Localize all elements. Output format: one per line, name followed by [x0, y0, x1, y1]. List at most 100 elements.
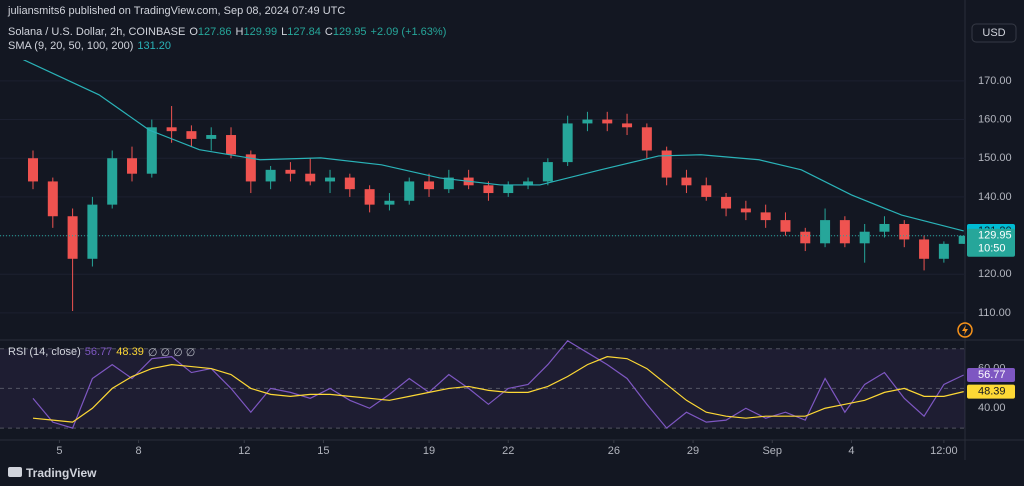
candle-body [404, 181, 415, 201]
price-tag-label: 129.95 [978, 230, 1012, 242]
ohlc-value: 129.95 [332, 26, 367, 38]
candle-body [186, 131, 197, 139]
x-tick-label: 4 [848, 445, 854, 457]
candle-body [344, 177, 355, 190]
brand-logo [8, 467, 22, 477]
currency-label: USD [982, 27, 1005, 39]
candle-body [760, 212, 771, 221]
candle-body [364, 189, 375, 205]
alert-icon-bolt [962, 325, 968, 335]
x-tick-label: 29 [687, 445, 699, 457]
countdown: 10:50 [978, 243, 1006, 255]
change: +2.09 (+1.63%) [370, 26, 447, 38]
x-tick-label: 19 [423, 445, 435, 457]
candle-body [285, 169, 296, 174]
x-tick-label: 15 [317, 445, 329, 457]
candle-body [958, 235, 965, 244]
ohlc-label: O [189, 26, 198, 38]
candle-body [67, 216, 78, 259]
candle-body [146, 127, 157, 174]
ohlc-label: H [235, 26, 244, 38]
x-tick-label: Sep [762, 445, 782, 457]
rsi-tag-label: 48.39 [978, 386, 1006, 398]
candle-body [602, 119, 613, 124]
y-tick-label: 160.00 [978, 113, 1012, 125]
candle-body [226, 135, 237, 155]
candle-body [938, 243, 949, 259]
ohlc-label: C [324, 26, 333, 38]
price-tag [967, 228, 1015, 257]
candle-body [542, 162, 553, 182]
rsi-tag [967, 384, 1015, 399]
alert-icon[interactable] [957, 322, 973, 338]
candle-body [582, 119, 593, 124]
currency-button[interactable] [971, 23, 1017, 43]
x-tick-label: 12:00 [930, 445, 958, 457]
candle-body [919, 239, 930, 259]
ohlc-value: 127.84 [287, 26, 321, 38]
candle-body [424, 181, 435, 190]
indicator-icons: ∅ ∅ ∅ ∅ [147, 347, 196, 359]
ohlc-item: C129.95 [325, 26, 367, 38]
candle-body [681, 177, 692, 186]
branding: TradingView [26, 466, 97, 480]
ohlc-item: O127.86 [189, 26, 231, 38]
ohlc-item: H129.99 [236, 26, 278, 38]
sma-value: 131.20 [137, 40, 172, 52]
axes: 110.00120.00130.00140.00150.00160.00170.… [56, 75, 1015, 457]
candle-body [622, 123, 633, 128]
symbol-legend: Solana / U.S. Dollar, 2h, COINBASE O127.8… [8, 26, 446, 38]
x-tick-label: 26 [608, 445, 620, 457]
x-tick-label: 5 [56, 445, 62, 457]
y-tick-label: 110.00 [978, 307, 1011, 319]
rsi-tick-label: 40.00 [978, 402, 1006, 414]
candle-body [641, 127, 652, 151]
candle-body [899, 223, 910, 240]
candle-body [28, 158, 39, 182]
rsi-tag-label: 56.77 [978, 369, 1006, 381]
candle-body [47, 181, 58, 217]
rsi-line [32, 356, 964, 423]
rsi-legend: RSI (14, close) 56.77 48.39 ∅ ∅ ∅ ∅ [8, 346, 195, 359]
candle-body [305, 173, 316, 182]
candle-body [859, 231, 870, 244]
sma-line [22, 60, 964, 232]
y-tick-label: 170.00 [978, 75, 1012, 87]
publisher: juliansmits6 published on TradingView.co… [8, 5, 346, 17]
candle-body [107, 158, 118, 205]
candle-body [206, 135, 217, 139]
candle-body [800, 231, 811, 244]
rsi-tag [967, 367, 1015, 382]
candle-body [879, 223, 890, 232]
candle-body [443, 177, 454, 190]
symbol-title: Solana / U.S. Dollar, 2h, COINBASE [8, 26, 186, 38]
candle-body [780, 220, 791, 232]
rsi-value: 48.39 [116, 346, 144, 358]
candle-body [701, 185, 712, 197]
candle-body [384, 200, 395, 205]
candle-body [839, 220, 850, 244]
price-pane [0, 60, 965, 314]
candle-body [127, 158, 138, 174]
candle-body [562, 123, 573, 163]
y-tick-label: 140.00 [978, 191, 1012, 203]
sma-name: SMA (9, 20, 50, 100, 200) [8, 40, 134, 52]
candle-body [87, 204, 98, 259]
rsi-title: RSI (14, close) [8, 346, 81, 358]
rsi-pane [0, 340, 965, 429]
sma-legend: SMA (9, 20, 50, 100, 200) 131.20 [8, 40, 171, 52]
x-tick-label: 12 [238, 445, 250, 457]
candle-body [483, 185, 494, 194]
x-tick-label: 8 [136, 445, 142, 457]
candle-body [661, 150, 672, 178]
x-tick-label: 22 [502, 445, 514, 457]
candle-body [721, 196, 732, 209]
candle-body [820, 220, 831, 244]
ohlc-value: 129.99 [243, 26, 278, 38]
candle-body [245, 154, 256, 182]
candle-body [503, 185, 514, 194]
ohlc-value: 127.86 [197, 26, 232, 38]
candle-body [740, 208, 751, 213]
y-tick-label: 120.00 [978, 268, 1012, 280]
